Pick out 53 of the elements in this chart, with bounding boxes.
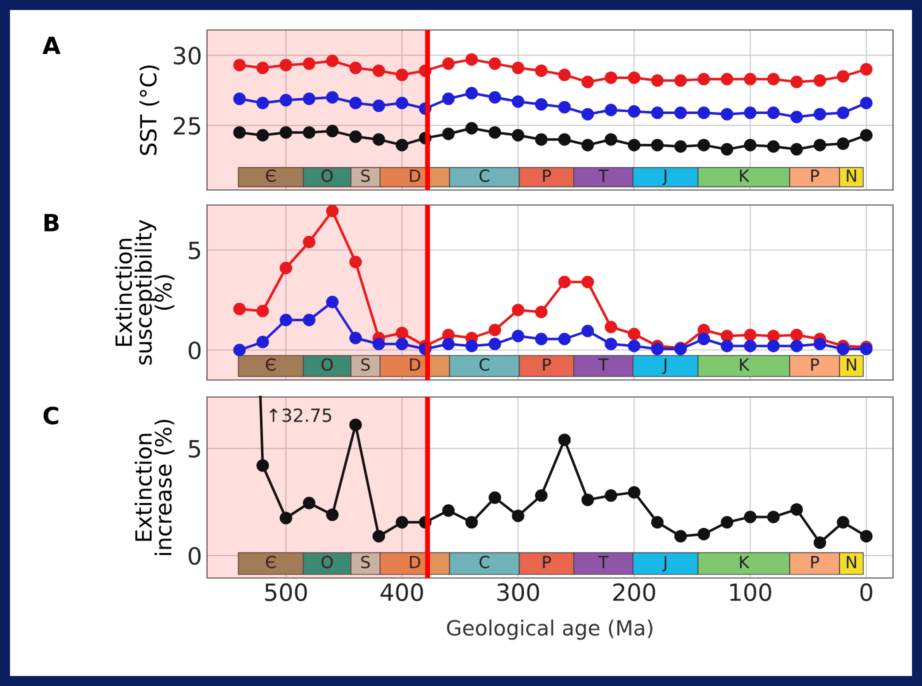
y-tick-label: 0 [188,341,201,360]
band-label: P [543,170,551,182]
y-tick-label: 25 [174,116,200,135]
x-tick-label: 100 [730,583,772,602]
y-tick-label: 30 [174,46,201,65]
band-label: P [543,358,551,371]
band-label: O [322,556,333,568]
x-tick-label: 200 [613,583,656,602]
y-axis-title: Extinction increase (%) [134,420,174,555]
y-tick-label: 0 [188,546,201,565]
band-label: C [480,169,490,182]
band-label: P [811,170,820,182]
band-label: J [662,556,666,572]
band-label: T [598,358,609,371]
band-label: N [846,556,856,568]
band-label: J [662,170,666,186]
band-label: Є [266,556,276,568]
band-label: T [598,170,609,182]
band-label: P [811,556,820,568]
band-label: C [480,358,490,371]
x-axis-title: Geological age (Ma) [447,620,652,640]
band-label: J [662,358,666,374]
band-label: S [361,358,370,371]
x-tick-label: 500 [265,583,307,602]
band-label: N [846,170,856,182]
x-tick-label: 0 [860,583,872,602]
y-axis-title: SST (°C) [140,66,160,155]
chart-title: C [44,406,58,424]
band-label: D [410,170,420,182]
band-label: D [410,556,420,568]
x-tick-label: 400 [380,583,423,602]
band-label: N [846,358,856,371]
y-axis-title: Extinction susceptibility (%) [114,220,174,365]
band-label: P [811,358,820,371]
band-label: P [543,556,551,568]
chart-title: B [44,214,59,232]
y-tick-label: 5 [188,440,200,458]
band-label: O [322,169,333,182]
band-label: S [361,169,370,182]
band-label: C [480,556,490,568]
band-label: S [361,556,370,568]
y-tick-label: 5 [188,242,200,260]
annotation: ↑32.75 [270,408,332,422]
chart-title: A [42,36,61,54]
band-label: K [740,170,750,182]
band-label: Є [266,169,276,182]
band-label: K [740,358,750,371]
x-tick-label: 300 [497,583,540,602]
band-label: O [322,358,333,371]
band-label: D [410,358,420,371]
band-label: K [740,556,750,568]
band-label: T [598,556,609,568]
band-label: Є [266,358,276,371]
